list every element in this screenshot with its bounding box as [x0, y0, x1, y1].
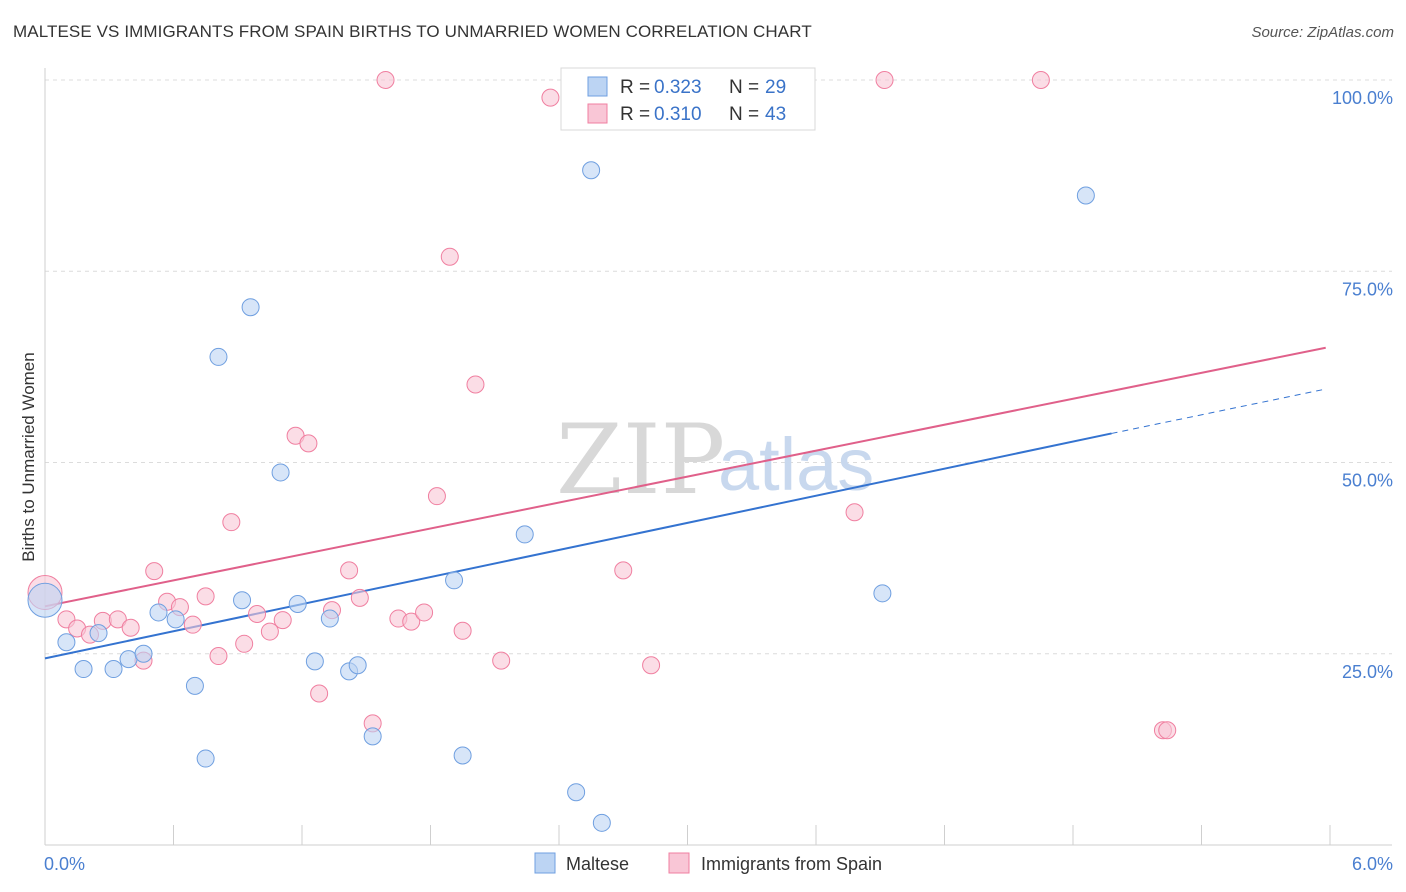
- data-point-spain: [310, 684, 329, 703]
- data-point-spain: [121, 618, 140, 637]
- y-tick-label: 25.0%: [1342, 662, 1393, 682]
- data-point-maltese: [241, 298, 260, 317]
- data-point-maltese: [185, 676, 204, 695]
- data-point-spain: [415, 603, 434, 622]
- data-point-maltese: [453, 746, 472, 765]
- data-point-maltese: [104, 660, 123, 679]
- data-point-spain: [376, 71, 395, 89]
- data-point-spain: [427, 487, 446, 506]
- data-point-maltese: [515, 525, 534, 544]
- data-point-maltese: [320, 609, 339, 628]
- legend-r-label-maltese: R =: [620, 77, 650, 98]
- data-point-maltese: [445, 571, 464, 590]
- data-point-spain: [196, 587, 215, 606]
- y-tick-label: 100.0%: [1332, 88, 1393, 108]
- data-point-maltese: [209, 347, 228, 366]
- data-point-maltese: [567, 783, 586, 802]
- data-point-maltese: [1076, 186, 1095, 205]
- data-point-spain: [350, 588, 369, 607]
- x-tick-label-max: 6.0%: [1352, 854, 1393, 874]
- data-point-maltese: [89, 624, 108, 643]
- data-point-maltese: [288, 595, 307, 614]
- data-point-spain: [273, 611, 292, 630]
- data-point-maltese: [873, 584, 892, 603]
- data-point-spain: [145, 562, 164, 581]
- trend-line-spain: [44, 346, 1326, 608]
- data-point-spain: [541, 88, 560, 107]
- x-tick-label-min: 0.0%: [44, 854, 85, 874]
- data-point-maltese: [149, 603, 168, 622]
- data-point-spain: [299, 434, 318, 453]
- data-point-maltese: [305, 652, 324, 671]
- bottom-legend-swatch-spain: [668, 852, 690, 874]
- data-point-spain: [108, 610, 127, 629]
- data-point-spain: [845, 503, 864, 522]
- trend-lines: [44, 346, 1326, 660]
- y-tick-label: 75.0%: [1342, 279, 1393, 299]
- legend-n-value-maltese: 29: [765, 77, 786, 98]
- data-point-spain: [248, 604, 267, 623]
- bottom-legend-label-maltese: Maltese: [566, 854, 629, 874]
- watermark-atlas: atlas: [718, 423, 874, 506]
- legend-n-label-maltese: N =: [729, 77, 759, 98]
- watermark-zip: ZIP: [556, 404, 725, 516]
- data-point-spain: [875, 71, 894, 89]
- data-point-spain: [235, 634, 254, 653]
- data-point-spain: [260, 622, 279, 641]
- legend-swatch-maltese: [587, 76, 608, 97]
- bottom-legend-label-spain: Immigrants from Spain: [701, 854, 882, 874]
- data-point-maltese: [57, 633, 76, 652]
- watermark: ZIP atlas: [556, 404, 874, 516]
- y-tick-label: 50.0%: [1342, 471, 1393, 491]
- data-point-maltese: [196, 749, 215, 768]
- data-point-maltese: [582, 161, 601, 180]
- data-point-spain: [402, 612, 421, 631]
- y-axis-title: Births to Unmarried Women: [19, 352, 38, 561]
- data-point-spain: [453, 621, 472, 640]
- bottom-legend-swatch-maltese: [534, 852, 556, 874]
- legend-r-value-spain: 0.310: [654, 104, 702, 125]
- data-point-maltese: [119, 650, 138, 669]
- trend-line-maltese: [44, 432, 1112, 660]
- legend-r-label-spain: R =: [620, 104, 650, 125]
- data-point-maltese: [271, 463, 290, 482]
- data-point-spain: [440, 247, 459, 266]
- data-point-spain: [492, 651, 511, 670]
- data-point-spain: [340, 561, 359, 580]
- y-tick-labels: 100.0% 75.0% 50.0% 25.0%: [1332, 88, 1393, 682]
- data-point-spain: [222, 513, 241, 532]
- data-point-spain: [614, 561, 633, 580]
- data-point-maltese: [27, 582, 63, 618]
- trend-line-extension-maltese: [1111, 388, 1326, 434]
- data-point-maltese: [348, 656, 367, 675]
- stats-legend: R = 0.323 N = 29 R = 0.310 N = 43: [560, 67, 816, 131]
- series-legend: Maltese Immigrants from Spain: [534, 852, 882, 874]
- axes: [44, 68, 1392, 846]
- data-point-spain: [183, 615, 202, 634]
- data-point-maltese: [233, 591, 252, 610]
- legend-n-value-spain: 43: [765, 104, 786, 125]
- data-points: [27, 71, 1177, 832]
- legend-r-value-maltese: 0.323: [654, 77, 702, 98]
- data-point-maltese: [166, 610, 185, 629]
- data-point-spain: [1031, 71, 1050, 89]
- legend-swatch-spain: [587, 103, 608, 124]
- data-point-maltese: [592, 813, 611, 832]
- data-point-spain: [1158, 721, 1177, 740]
- data-point-spain: [209, 647, 228, 666]
- chart-title: MALTESE VS IMMIGRANTS FROM SPAIN BIRTHS …: [13, 22, 812, 41]
- gridlines: [45, 79, 1392, 655]
- data-point-maltese: [363, 727, 382, 746]
- legend-n-label-spain: N =: [729, 104, 759, 125]
- data-point-maltese: [134, 644, 153, 663]
- data-point-maltese: [74, 660, 93, 679]
- data-point-spain: [642, 656, 661, 675]
- source-label: Source: ZipAtlas.com: [1251, 24, 1394, 41]
- data-point-spain: [466, 375, 485, 394]
